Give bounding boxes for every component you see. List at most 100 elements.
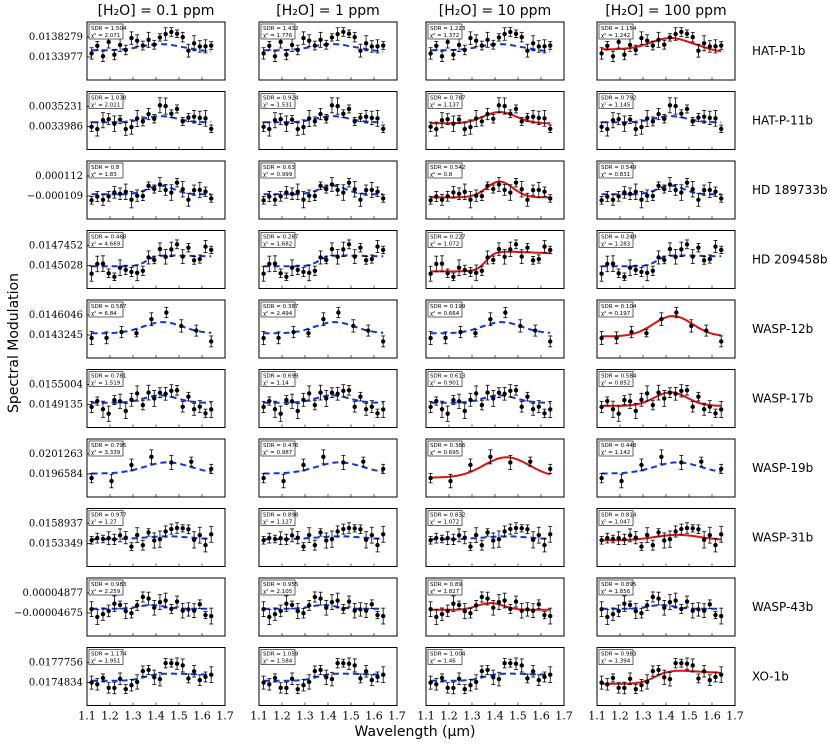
sdr-value: SDR = 0.584 <box>601 374 637 380</box>
data-point <box>117 602 123 608</box>
data-point <box>610 197 616 203</box>
data-point <box>261 606 266 612</box>
data-point <box>169 660 174 666</box>
sdr-box <box>260 649 296 665</box>
data-point <box>491 257 496 263</box>
data-point <box>295 189 300 194</box>
data-point <box>428 475 433 481</box>
data-point <box>318 37 323 43</box>
data-point <box>519 34 524 40</box>
data-point <box>186 197 191 202</box>
chi2-value: χ² = 1.283 <box>601 241 631 248</box>
data-point <box>519 254 524 259</box>
x-tick-label: 1.7 <box>726 710 744 723</box>
sdr-value: SDR = 1.154 <box>601 26 637 32</box>
model-line <box>91 115 212 124</box>
data-point <box>140 668 146 674</box>
data-point <box>633 47 638 53</box>
data-point <box>324 675 329 680</box>
chi2-value: χ² = 1.776 <box>263 32 293 39</box>
data-point <box>318 255 323 260</box>
data-point <box>548 339 553 344</box>
data-point <box>381 613 386 619</box>
chi2-value: χ² = 0.831 <box>601 171 630 178</box>
data-point <box>462 267 467 273</box>
sdr-box <box>88 162 124 179</box>
data-point <box>491 396 496 401</box>
data-point <box>318 111 323 117</box>
data-point <box>157 676 163 682</box>
data-point <box>690 404 695 410</box>
data-point <box>473 603 479 608</box>
x-tick-label: 1.6 <box>365 710 383 723</box>
data-point <box>468 682 473 688</box>
data-point <box>525 676 530 681</box>
sdr-box <box>598 23 634 40</box>
data-point <box>186 48 191 53</box>
data-point <box>536 532 542 538</box>
model-line <box>91 43 212 53</box>
data-point <box>381 672 386 677</box>
data-point <box>479 668 485 674</box>
data-point <box>346 242 352 247</box>
data-point <box>197 532 203 538</box>
data-point <box>112 52 117 57</box>
sdr-box <box>427 162 463 179</box>
model-line <box>263 43 384 53</box>
data-point <box>123 189 128 194</box>
data-point <box>351 323 356 329</box>
data-point <box>375 244 380 249</box>
data-point <box>261 680 266 685</box>
data-point <box>375 44 380 49</box>
data-point <box>112 190 117 195</box>
data-point <box>169 111 174 116</box>
data-point <box>174 599 180 604</box>
data-point <box>381 532 386 537</box>
model-line <box>601 254 722 268</box>
data-point <box>358 245 363 250</box>
data-point <box>306 116 312 121</box>
data-point <box>341 606 346 612</box>
data-point <box>719 126 724 131</box>
data-point <box>605 682 610 687</box>
data-point <box>662 257 667 263</box>
data-point <box>289 117 295 122</box>
data-point <box>644 532 650 538</box>
data-point <box>622 190 627 195</box>
data-point <box>341 190 346 195</box>
sdr-value: SDR = 0.924 <box>263 96 299 102</box>
y-tick-label: 0.00004877 <box>23 588 83 599</box>
y-tick-label: 0.0145028 <box>29 261 83 272</box>
data-point <box>639 544 644 549</box>
data-point <box>306 193 312 198</box>
y-tick-label: 0.0133977 <box>29 52 83 63</box>
data-point <box>324 538 329 543</box>
data-point <box>451 274 456 280</box>
sdr-value: SDR = 0.955 <box>263 582 299 588</box>
data-point <box>462 47 467 53</box>
data-point <box>352 404 357 410</box>
data-point <box>428 271 433 276</box>
data-point <box>301 610 306 616</box>
data-point <box>123 408 128 414</box>
sdr-value: SDR = 0.699 <box>263 374 299 380</box>
data-point <box>289 602 295 608</box>
data-point <box>690 526 695 531</box>
data-point <box>106 39 111 45</box>
data-point <box>639 35 644 41</box>
data-point <box>701 187 707 193</box>
data-point <box>117 399 123 404</box>
data-point <box>502 391 507 396</box>
data-point <box>462 535 467 540</box>
data-point <box>616 536 621 541</box>
sdr-box <box>598 232 634 248</box>
model-line <box>430 110 551 125</box>
data-point <box>599 680 604 685</box>
data-point <box>312 402 318 408</box>
data-point <box>690 608 695 613</box>
x-tick-label: 1.3 <box>463 710 481 723</box>
data-point <box>707 532 713 538</box>
